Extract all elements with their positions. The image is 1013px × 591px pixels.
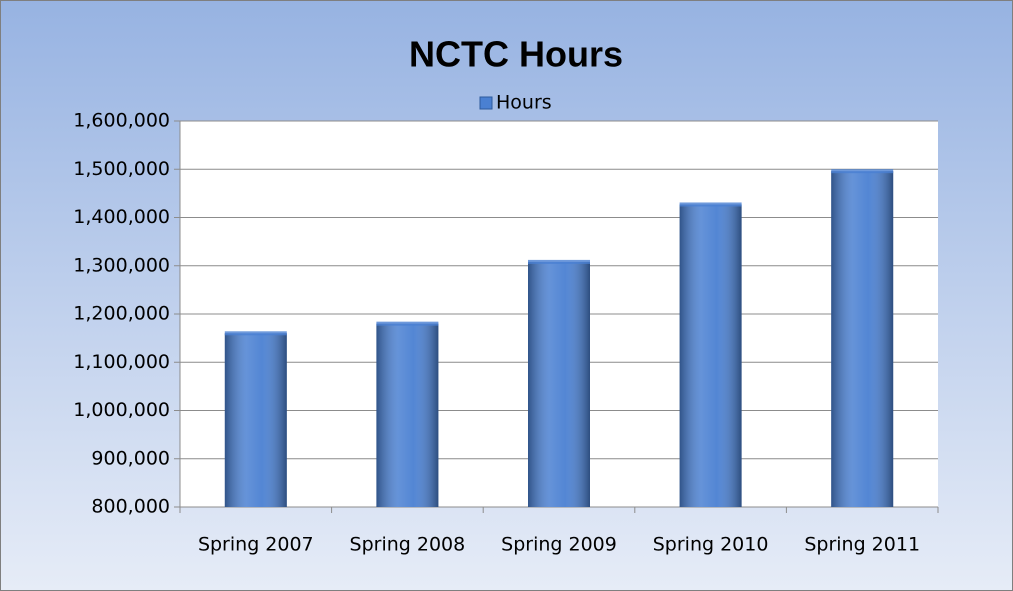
bar-shade [679,204,742,507]
bar-top [679,202,742,207]
chart-title: NCTC Hours [409,34,623,75]
bar-shade [831,171,894,507]
bar-top [831,169,894,174]
legend-label: Hours [496,92,552,114]
x-tick-label: Spring 2009 [501,534,617,556]
legend: Hours [479,92,552,114]
y-tick-label: 1,500,000 [73,158,170,180]
y-tick-label: 1,200,000 [73,303,170,325]
y-tick-label: 1,100,000 [73,351,170,373]
x-tick-label: Spring 2007 [198,534,314,556]
bar-shade [528,261,590,507]
y-tick-label: 1,400,000 [73,206,170,228]
y-tick-label: 1,000,000 [73,399,170,421]
x-tick-label: Spring 2011 [804,534,920,556]
y-tick-label: 900,000 [91,447,170,469]
x-tick-label: Spring 2010 [653,534,769,556]
x-tick-label: Spring 2008 [350,534,466,556]
y-tick-label: 1,600,000 [73,110,170,132]
bar-top [528,259,590,264]
bar-top [376,321,439,326]
bar-shade [224,333,287,507]
bar-top [224,331,287,336]
y-tick-label: 800,000 [91,496,170,518]
legend-swatch [479,96,493,110]
y-tick-label: 1,300,000 [73,254,170,276]
bar-shade [376,323,439,507]
